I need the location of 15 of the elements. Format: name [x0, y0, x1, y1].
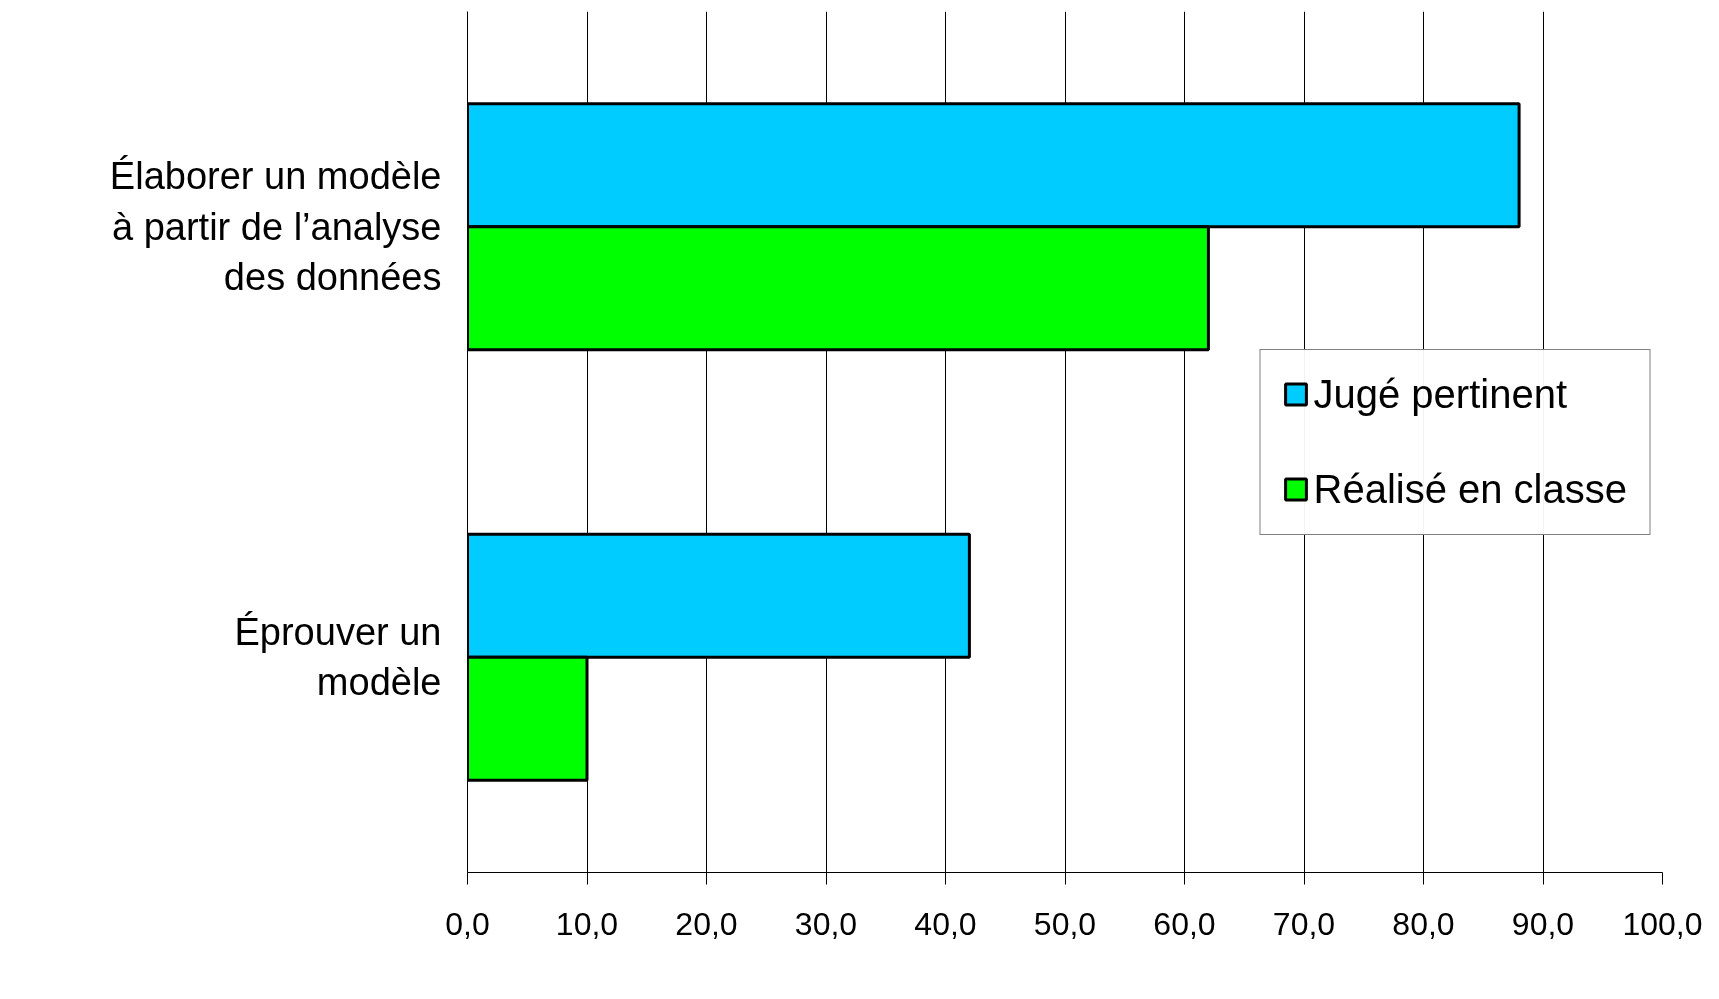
legend-label: Réalisé en classe: [1313, 466, 1627, 512]
x-tick-label: 0,0: [445, 905, 490, 942]
legend-label: Jugé pertinent: [1313, 371, 1568, 417]
x-tick-label: 30,0: [794, 905, 858, 942]
x-tick-label: 100,0: [1622, 905, 1703, 942]
y-tick-label: Élaborer un modèle à partir de l’analyse des données: [109, 155, 442, 299]
x-tick-label: 90,0: [1511, 905, 1575, 942]
x-tick-label: 10,0: [555, 905, 619, 942]
x-tick-label: 40,0: [914, 905, 977, 942]
y-tick-label: Éprouver un modèle: [234, 611, 442, 704]
x-tick-label: 60,0: [1153, 905, 1216, 942]
x-tick-label: 50,0: [1033, 905, 1097, 942]
x-tick-label: 80,0: [1392, 905, 1455, 942]
x-tick-label: 70,0: [1272, 905, 1336, 942]
x-tick-label: 20,0: [675, 905, 738, 942]
